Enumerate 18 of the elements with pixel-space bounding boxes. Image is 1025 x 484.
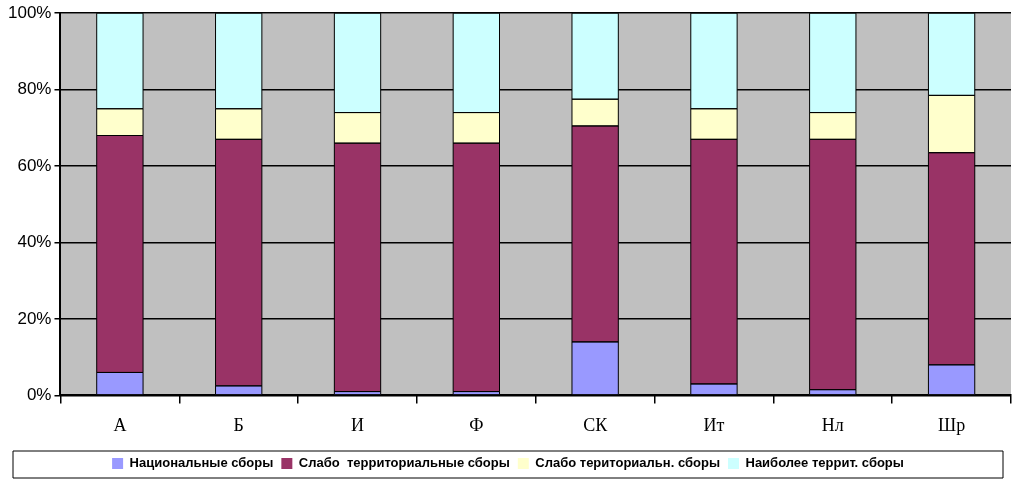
y-tick-label: 80% xyxy=(17,79,52,99)
legend-label: Слабо территориальные сборы xyxy=(298,455,510,471)
x-tick-label: Ф xyxy=(469,414,484,435)
legend-label: Национальные сборы xyxy=(129,455,274,471)
x-tick-label: Ит xyxy=(703,414,725,435)
x-tick-label: А xyxy=(113,414,127,435)
x-tick-label: СК xyxy=(583,414,609,435)
x-tick-label: Нл xyxy=(821,414,844,435)
y-tick-label: 100% xyxy=(8,2,52,22)
y-tick-label: 60% xyxy=(17,155,52,175)
legend-label: Наиболее террит. сборы xyxy=(745,455,904,471)
x-tick-label: Шр xyxy=(938,414,966,435)
legend-label: Слабо териториальн. сборы xyxy=(535,455,720,471)
y-tick-label: 40% xyxy=(17,232,52,252)
y-tick-label: 0% xyxy=(26,385,52,405)
x-tick-label: И xyxy=(351,414,365,435)
x-tick-label: Б xyxy=(233,414,244,435)
y-tick-label: 20% xyxy=(17,308,52,328)
